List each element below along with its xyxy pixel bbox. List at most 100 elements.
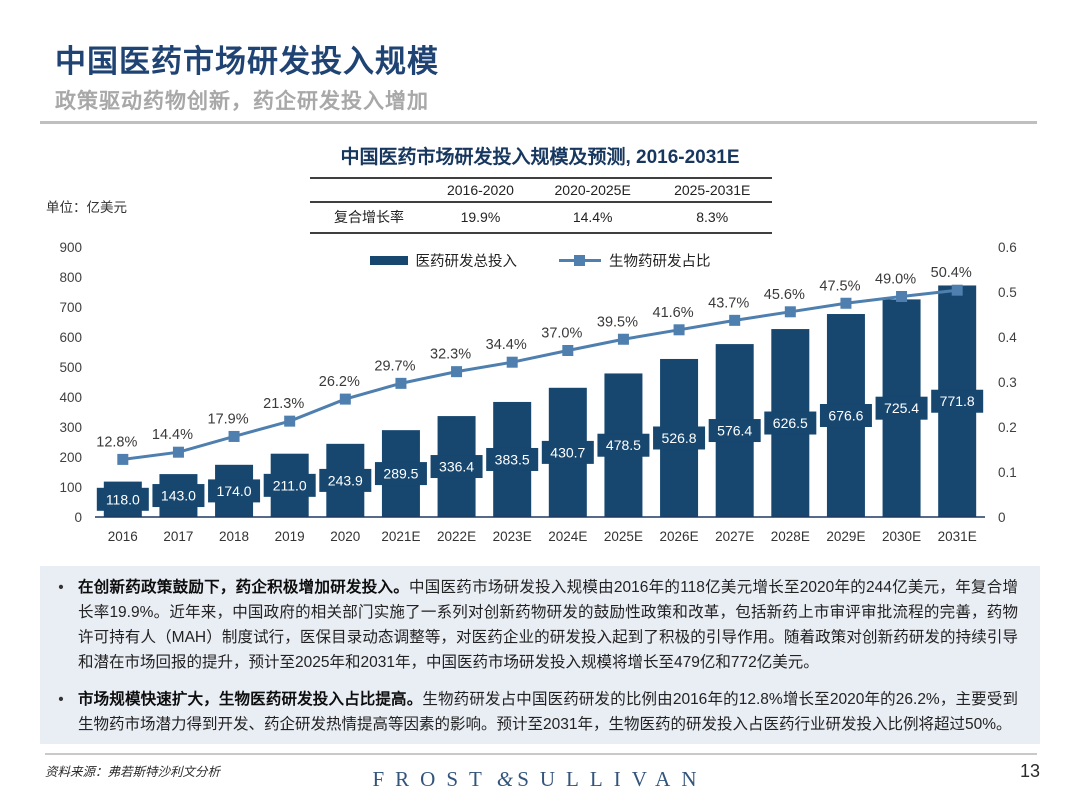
y-axis-right-tick: 0.1 [998, 465, 1017, 480]
legend-item-bar-series: 医药研发总投入 [369, 250, 518, 271]
line-marker [951, 284, 963, 296]
bullet-marker: • [58, 579, 64, 596]
x-axis-label: 2016 [108, 529, 138, 544]
x-axis-label: 2029E [826, 529, 865, 544]
percent-label: 14.4% [152, 427, 193, 443]
bar-value-label-box [653, 426, 706, 450]
x-axis-label: 2028E [771, 529, 810, 544]
bullet-item: • 在创新药政策鼓励下，药企积极增加研发投入。中国医药市场研发投入规模由2016… [54, 575, 1018, 675]
line-marker [451, 366, 463, 378]
x-axis-label: 2020 [330, 529, 360, 544]
growth-table-col-header: 2016-2020 [428, 177, 533, 203]
y-axis-left-tick: 500 [59, 360, 82, 375]
x-axis-label: 2023E [493, 529, 532, 544]
bar-value-label: 478.5 [606, 437, 641, 453]
bar-value-label-box [208, 479, 261, 503]
bar-value-label-box [764, 411, 817, 435]
chart-legend: 医药研发总投入 生物药研发占比 [0, 250, 1080, 271]
bullet-item: • 市场规模快速扩大，生物医药研发投入占比提高。生物药研发占中国医药研发的比例由… [54, 687, 1018, 737]
page-subtitle: 政策驱动药物创新，药企研发投入增加 [55, 90, 429, 113]
bar-value-label-box [819, 404, 872, 428]
unit-label: 单位：亿美元 [46, 200, 127, 215]
line-marker [284, 415, 296, 427]
bar-value-label-box [263, 473, 316, 497]
x-axis-label: 2017 [163, 529, 193, 544]
bar-value-label: 725.4 [884, 400, 919, 416]
growth-table-col-header: 2020-2025E [532, 177, 653, 203]
legend-item-line-series: 生物药研发占比 [559, 250, 711, 271]
bar-value-label: 174.0 [217, 483, 252, 499]
percent-label: 21.3% [263, 396, 304, 412]
page-number: 13 [1019, 761, 1040, 781]
percent-label: 43.7% [708, 295, 749, 311]
bar-value-label-box [374, 462, 427, 486]
percent-label: 17.9% [208, 411, 249, 427]
bar-value-label-box [708, 419, 761, 443]
growth-table-value: 14.4% [532, 202, 653, 234]
line-marker [896, 291, 908, 302]
ampersand-glyph: & [496, 767, 514, 791]
bullet-lead: 市场规模快速扩大，生物医药研发投入占比提高。 [78, 691, 423, 708]
legend-label: 医药研发总投入 [415, 254, 518, 270]
line-marker [395, 377, 407, 389]
bar-value-label: 211.0 [273, 477, 307, 493]
page-title: 中国医药市场研发投入规模 [55, 44, 439, 79]
x-axis-label: 2021E [381, 529, 420, 544]
x-axis-label: 2018 [219, 529, 249, 544]
bar-value-label: 143.0 [161, 488, 196, 504]
y-axis-right-tick: 0.3 [998, 375, 1017, 390]
bullet-body: 中国医药市场研发投入规模由2016年的118亿美元增长至2020年的244亿美元… [78, 579, 1018, 671]
bar-value-label-box [597, 433, 650, 457]
bullet-body: 生物药研发占中国医药研发的比例由2016年的12.8%增长至2020年的26.2… [78, 691, 1018, 733]
footer-divider [45, 753, 1037, 755]
bar-value-label: 289.5 [383, 466, 418, 482]
y-axis-left-tick: 100 [59, 480, 82, 495]
y-axis-right-tick: 0.5 [998, 285, 1017, 300]
bar-value-label: 676.6 [828, 408, 863, 424]
y-axis-left-tick: 600 [59, 330, 82, 345]
percent-label: 47.5% [819, 278, 860, 294]
percent-label: 41.6% [653, 305, 694, 321]
growth-table-col-header: 2025-2031E [652, 177, 772, 203]
header-divider [40, 121, 1037, 124]
x-axis-label: 2025E [604, 529, 643, 544]
growth-table-value: 19.9% [428, 202, 533, 234]
bar-value-label: 383.5 [495, 451, 530, 467]
x-axis-label: 2019 [275, 529, 305, 544]
line-marker [784, 306, 796, 318]
bar-value-label-box [875, 396, 928, 420]
bar-value-label-box [486, 447, 539, 471]
y-axis-left-tick: 0 [74, 510, 82, 525]
y-axis-left-tick: 400 [59, 390, 82, 405]
line-marker [339, 393, 351, 405]
bar-value-label: 576.4 [717, 423, 752, 439]
bar-value-label-box [319, 468, 372, 492]
bar-value-label: 626.5 [773, 415, 808, 431]
x-axis-label: 2031E [938, 529, 977, 544]
bar-value-label: 336.4 [439, 459, 474, 475]
line-marker [506, 356, 518, 368]
highlights-panel: • 在创新药政策鼓励下，药企积极增加研发投入。中国医药市场研发投入规模由2016… [40, 566, 1040, 744]
source-note: 资料来源：弗若斯特沙利文分析 [45, 765, 221, 779]
percent-label: 37.0% [541, 326, 582, 342]
bar-value-label: 118.0 [106, 491, 140, 507]
trend-line [122, 288, 958, 461]
percent-label: 32.3% [430, 347, 471, 363]
y-axis-right-tick: 0.6 [998, 240, 1017, 255]
percent-label: 29.7% [374, 358, 415, 374]
percent-label: 45.6% [764, 287, 805, 303]
y-axis-left-tick: 900 [59, 240, 82, 255]
frost-sullivan-logo: FROST & SULLIVAN [372, 767, 708, 791]
line-marker [172, 446, 184, 458]
line-marker [617, 333, 629, 345]
y-axis-left-tick: 300 [59, 420, 82, 435]
x-axis-label: 2022E [437, 529, 476, 544]
bar-value-label-box [152, 484, 205, 508]
x-axis-label: 2027E [715, 529, 754, 544]
y-axis-left-tick: 700 [59, 300, 82, 315]
y-axis-left-tick: 800 [59, 270, 82, 285]
percent-label: 26.2% [319, 374, 360, 390]
growth-table-value: 8.3% [652, 202, 772, 234]
line-marker [562, 345, 574, 356]
